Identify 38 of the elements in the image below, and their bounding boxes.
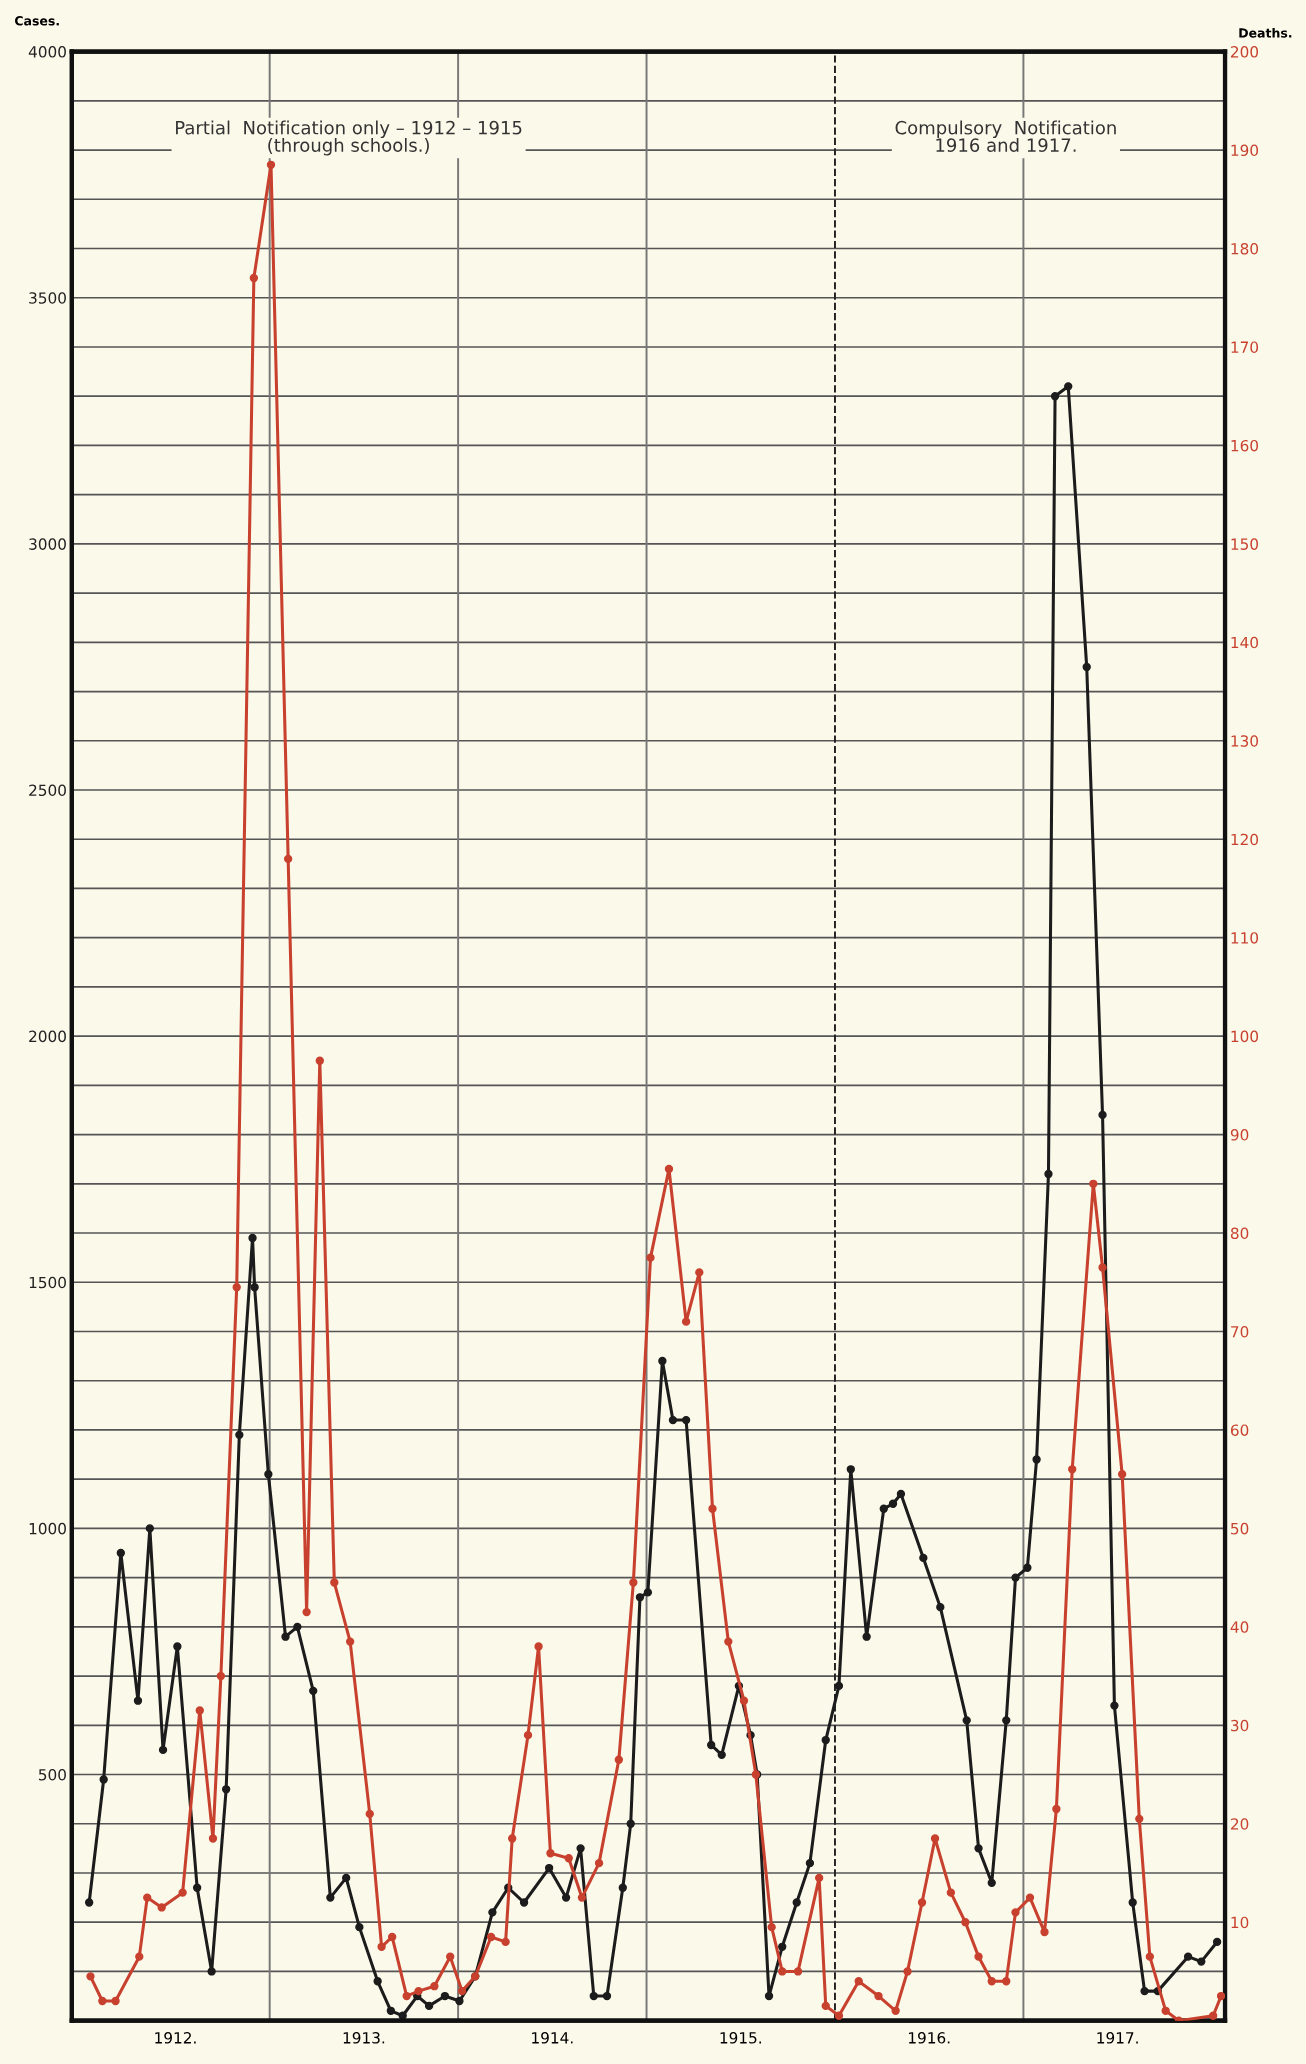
y-tick-label: 1000 [29, 1522, 66, 1535]
y2-tick-label: 80 [1230, 1227, 1249, 1240]
x-tick-label: 1914. [532, 2032, 573, 2044]
y-tick-label: 4000 [28, 46, 66, 58]
y2-tick-label: 30 [1231, 1719, 1249, 1732]
y2-tick-label: 40 [1230, 1621, 1249, 1633]
x-tick-label: 1915. [720, 2032, 761, 2044]
y2-tick-label: 50 [1231, 1522, 1249, 1535]
y2-tick-label: 90 [1230, 1129, 1249, 1141]
annotation: Compulsory Notification 1916 and 1917. [895, 120, 1116, 152]
y2-tick-label: 180 [1231, 242, 1259, 255]
y-tick-label: 3000 [29, 538, 66, 550]
y2-tick-label: 150 [1231, 538, 1259, 550]
y-tick-label: 2000 [29, 1030, 66, 1043]
y2-tick-label: 120 [1231, 833, 1259, 846]
annotation: Partial Notification only – 1912 – 1915 (through schools.) [176, 120, 522, 156]
x-tick-label: 1916. [909, 2032, 950, 2044]
y2-tick-label: 60 [1230, 1424, 1249, 1436]
y2-tick-label: 190 [1231, 144, 1259, 157]
y2-tick-label: 100 [1231, 1030, 1259, 1043]
y2-tick-label: 170 [1231, 341, 1259, 353]
y2-axis-title: Deaths. [1239, 27, 1292, 38]
y2-tick-label: 70 [1231, 1325, 1249, 1338]
y2-tick-label: 130 [1231, 735, 1259, 747]
y-axis-title: Cases. [15, 16, 59, 26]
y2-tick-label: 20 [1231, 1818, 1249, 1830]
y2-tick-label: 110 [1231, 932, 1259, 944]
x-tick-label: 1913. [343, 2032, 385, 2044]
y-tick-label: 1500 [29, 1276, 66, 1289]
y-tick-label: 3500 [29, 292, 66, 304]
x-tick-label: 1912. [155, 2032, 196, 2044]
y2-tick-label: 140 [1231, 636, 1259, 649]
y-tick-label: 500 [38, 1768, 66, 1781]
y2-tick-label: 10 [1231, 1916, 1249, 1929]
y-tick-label: 2500 [29, 784, 66, 797]
y2-tick-label: 200 [1231, 46, 1259, 58]
y2-tick-label: 160 [1231, 439, 1259, 452]
x-tick-label: 1917. [1097, 2032, 1138, 2044]
